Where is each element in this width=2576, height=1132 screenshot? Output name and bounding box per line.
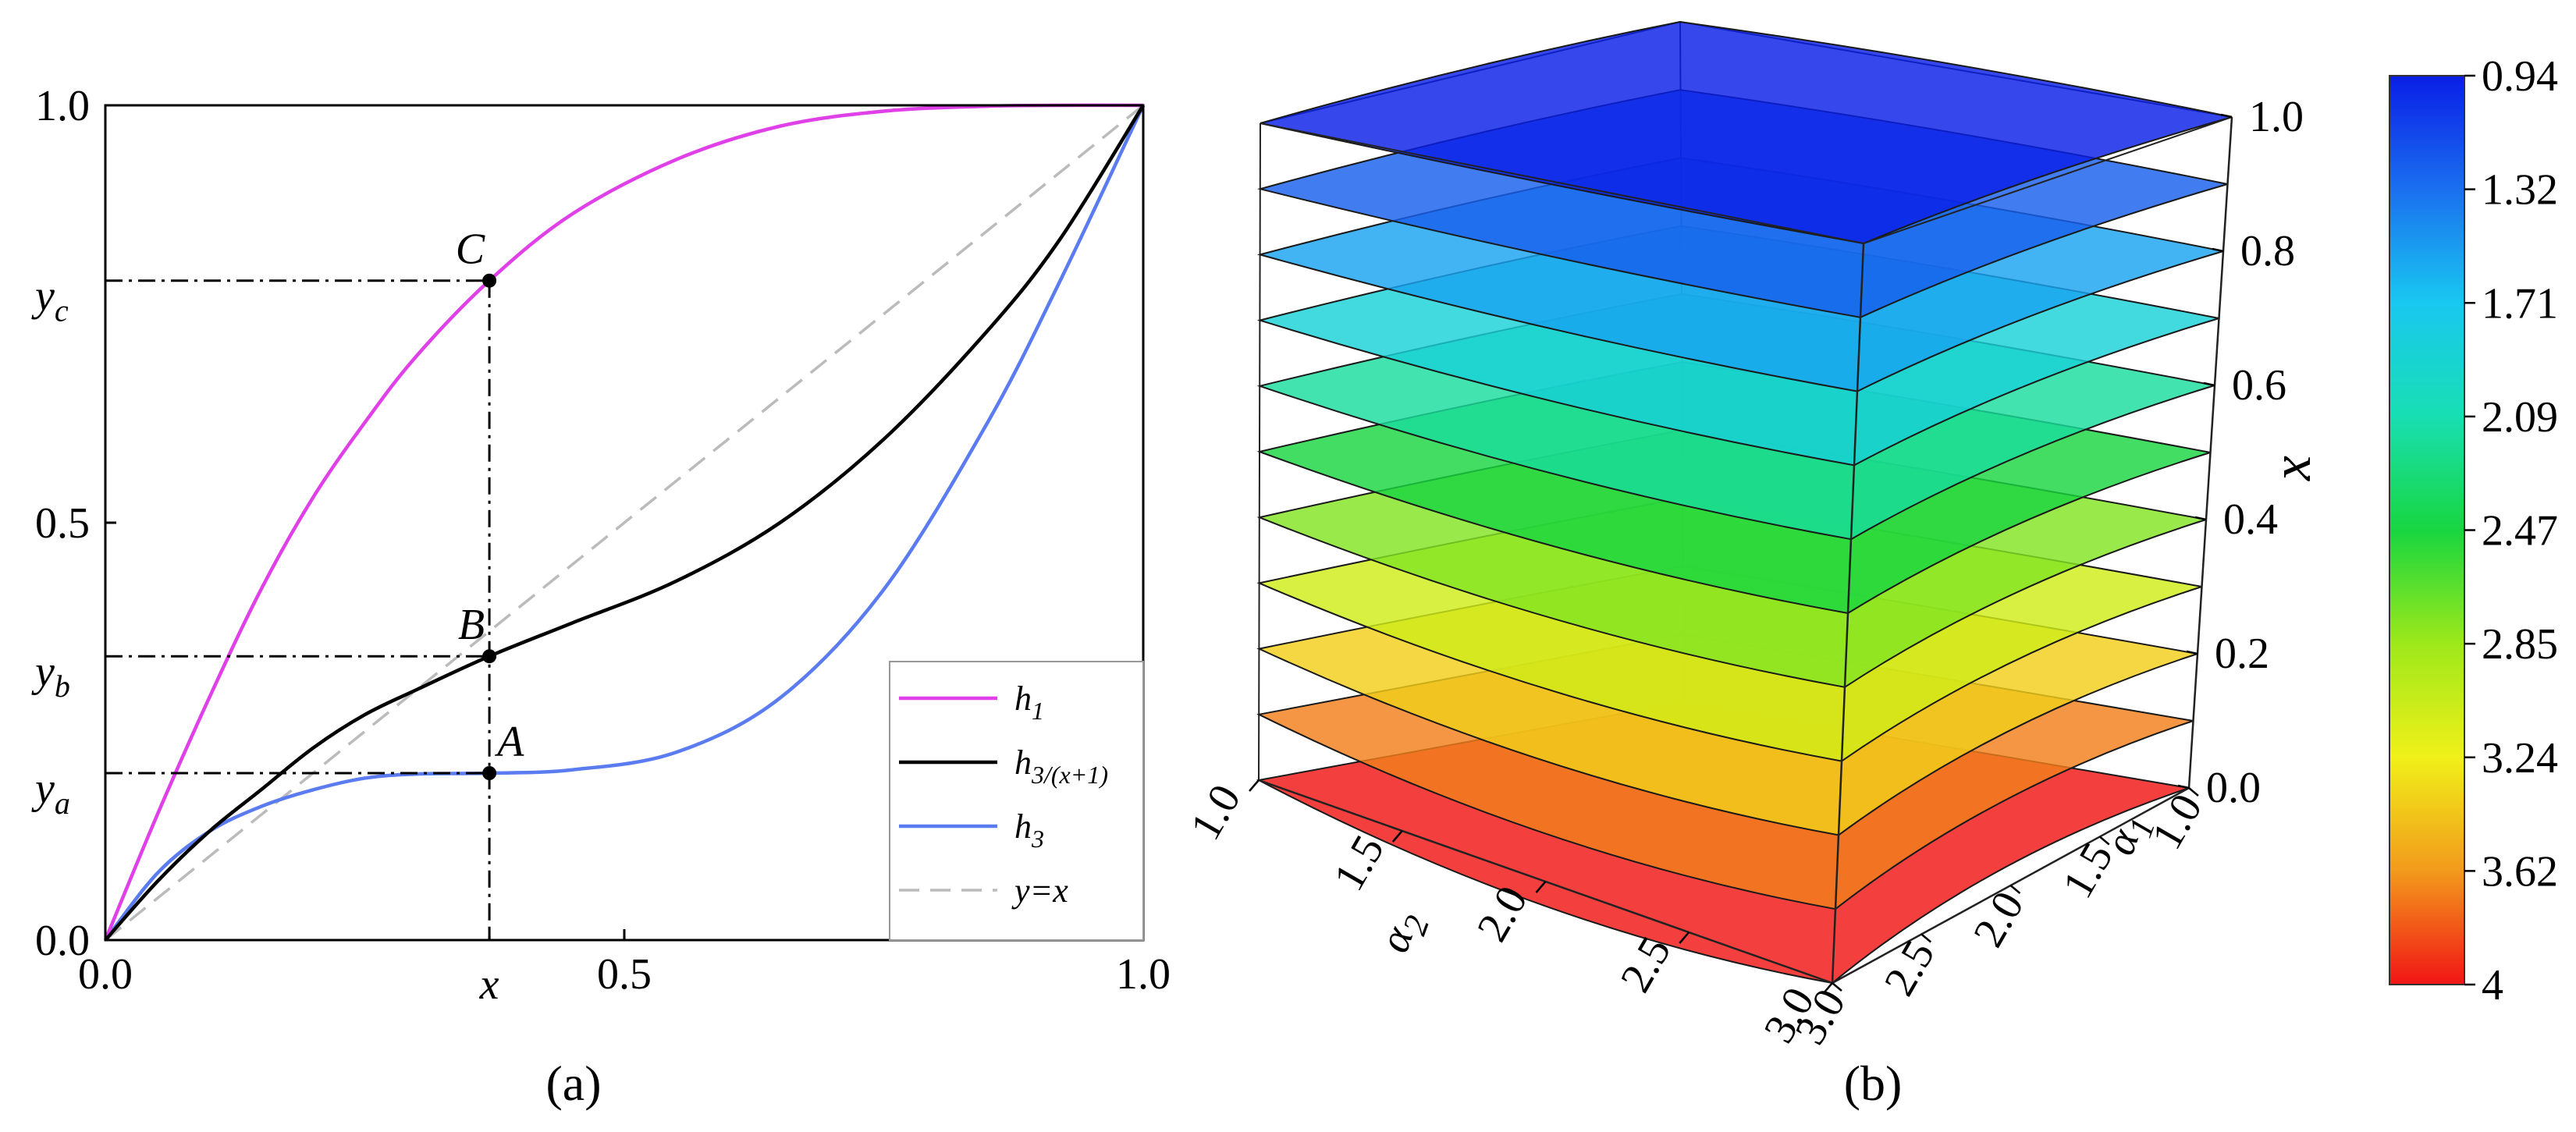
colorbar: 0.94 1.32 1.71 2.09 2.47 2.85 3.24 3.62 4 <box>2389 52 2558 1010</box>
series-line-h1 <box>103 103 1144 941</box>
x-tick-label: 1.0 <box>1116 950 1171 999</box>
series-line-h3--x-1- <box>104 104 1145 942</box>
y-tick-label: 1.0 <box>35 82 90 130</box>
box-edge-front-vertical <box>1831 243 1865 984</box>
alpha2-tick-mark <box>1822 982 1833 995</box>
legend-label-name: h <box>1014 680 1032 718</box>
box-edge-top-front-left <box>1260 122 1864 244</box>
alpha1-tick-label: 2.0 <box>1964 884 2034 956</box>
z-tick-mark <box>2177 784 2190 790</box>
alpha1-tick-mark <box>1832 982 1842 992</box>
point-a-label: A <box>494 718 524 766</box>
y-a-label: ya <box>31 765 70 821</box>
x-tick-label: 0.5 <box>597 950 652 999</box>
colorbar-tick-label: 2.09 <box>2482 393 2558 442</box>
y-label-sub: c <box>55 293 69 328</box>
box-edge-top-front-right <box>1863 116 2233 244</box>
colorbar-tick-label: 3.24 <box>2482 734 2558 782</box>
colorbar-bar <box>2389 75 2465 985</box>
y-label-sub: b <box>55 669 70 704</box>
y-label-base: y <box>31 648 55 696</box>
z-tick-mark <box>2186 650 2198 655</box>
panel-b-caption: (b) <box>1844 1056 1903 1111</box>
z-tick-label: 0.2 <box>2215 630 2269 678</box>
point-c-dot <box>482 273 497 288</box>
x-tick-label: 0.0 <box>78 950 133 999</box>
z-tick-label: 0.6 <box>2232 361 2286 410</box>
point-a-dot <box>482 766 497 780</box>
alpha1-tick-mark <box>1920 933 1932 943</box>
y-b-label: yb <box>31 648 70 704</box>
y-tick-label: 0.0 <box>35 917 90 965</box>
panel-b-3d-chart: 0.00.20.40.60.81.01.01.52.02.53.03.02.52… <box>1181 20 2558 1111</box>
y-tick-label: 0.5 <box>35 499 90 548</box>
y-label-base: y <box>31 272 55 321</box>
colorbar-tick-label: 3.62 <box>2482 847 2558 896</box>
alpha2-tick-mark <box>1249 779 1260 792</box>
series-line-h3 <box>104 105 1146 942</box>
z-tick-label: 1.0 <box>2249 93 2304 141</box>
z-tick-mark <box>2203 381 2215 387</box>
alpha1-tick-mark <box>2188 787 2199 797</box>
colorbar-tick-label: 1.32 <box>2482 166 2558 215</box>
point-b-dot <box>482 649 497 664</box>
legend-box <box>889 661 1144 941</box>
z-tick-mark <box>2220 113 2233 119</box>
colorbar-tick-label: 4 <box>2482 961 2503 1010</box>
z-tick-label: 0.0 <box>2206 764 2261 812</box>
colorbar-tick-label: 1.71 <box>2482 279 2558 328</box>
colorbar-tick-label: 2.47 <box>2482 507 2558 555</box>
alpha1-tick-mark <box>2009 885 2021 894</box>
point-b-label: B <box>458 601 485 649</box>
y-label-base: y <box>31 765 55 813</box>
z-tick-label: 0.4 <box>2223 495 2278 544</box>
z-axis-title: x <box>2260 456 2322 481</box>
legend-label-name: h <box>1014 807 1032 846</box>
legend-label-sub: 3/(x+1) <box>1031 761 1108 789</box>
panel-a-ticks-layer: 0.0 0.5 1.0 0.0 0.5 1.0 <box>35 82 1171 999</box>
legend-label-name: h <box>1014 743 1032 782</box>
z-tick-mark <box>2194 516 2207 521</box>
y-c-label: yc <box>31 272 69 328</box>
legend-label-sub: 3 <box>1031 825 1044 853</box>
box-edge-right-vertical <box>2187 116 2233 789</box>
colorbar-tick-label: 2.85 <box>2482 620 2558 669</box>
panel-a-series-layer <box>103 103 1146 942</box>
alpha2-tick-label: 1.0 <box>1181 777 1251 849</box>
point-c-label: C <box>456 225 485 274</box>
alpha2-axis-title: α2 <box>1370 904 1437 961</box>
legend-label-sub: 1 <box>1032 697 1044 725</box>
y-label-sub: a <box>55 786 70 821</box>
panel-a-guides-layer <box>105 279 491 940</box>
legend-label-0: h1 <box>1014 680 1044 725</box>
x-marker-label: x <box>479 960 499 1009</box>
alpha2-tick-mark <box>1391 830 1403 843</box>
alpha2-tick-mark <box>1535 881 1547 893</box>
alpha1-tick-mark <box>2098 836 2110 846</box>
panel-b-surfaces-layer <box>1256 20 2233 985</box>
legend-label-2: h3 <box>1014 807 1044 853</box>
legend-label-3: y=x <box>1011 871 1068 910</box>
legend-label-name: y=x <box>1011 871 1068 910</box>
z-tick-mark <box>2212 247 2224 253</box>
z-tick-label: 0.8 <box>2240 227 2295 275</box>
alpha2-tick-mark <box>1679 932 1690 944</box>
colorbar-tick-label: 0.94 <box>2482 52 2558 101</box>
legend-label-1: h3/(x+1) <box>1014 743 1108 789</box>
panel-a-caption: (a) <box>545 1056 601 1111</box>
